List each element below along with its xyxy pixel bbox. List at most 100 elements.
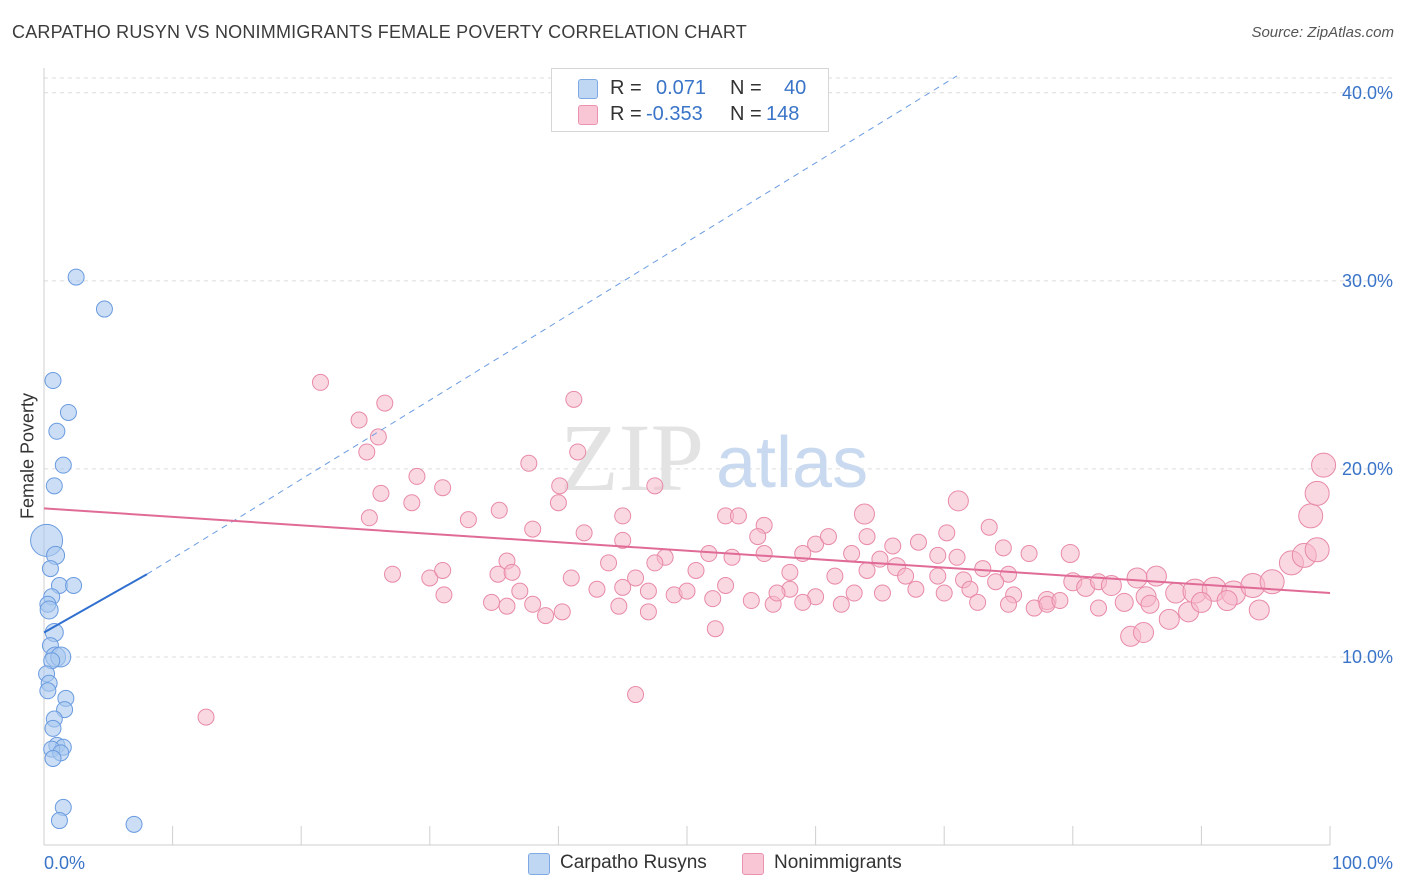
data-point-nonimmigrants [717, 576, 735, 594]
chart-title: CARPATHO RUSYN VS NONIMMIGRANTS FEMALE P… [12, 22, 747, 42]
data-point-nonimmigrants [565, 390, 583, 408]
data-point-nonimmigrants [723, 548, 741, 566]
axes [43, 68, 1331, 846]
data-point-nonimmigrants [569, 443, 587, 461]
data-point-nonimmigrants [197, 708, 215, 726]
data-point-nonimmigrants [489, 565, 507, 583]
data-point-nonimmigrants [832, 595, 850, 613]
data-point-nonimmigrants [614, 507, 632, 525]
data-point-nonimmigrants [935, 584, 953, 602]
y-tick-label: 20.0% [1342, 459, 1393, 479]
data-point-nonimmigrants [947, 490, 969, 512]
data-point-nonimmigrants [1126, 567, 1148, 589]
data-point-nonimmigrants [1051, 592, 1069, 610]
data-point-nonimmigrants [768, 584, 786, 602]
data-point-nonimmigrants [687, 561, 705, 579]
data-point-nonimmigrants [700, 545, 718, 563]
data-point-nonimmigrants [369, 428, 387, 446]
y-axis-label: Female Poverty [17, 392, 38, 520]
data-point-nonimmigrants [524, 595, 542, 613]
data-point-nonimmigrants [678, 582, 696, 600]
data-point-nonimmigrants [1304, 537, 1330, 563]
data-point-nonimmigrants [897, 567, 915, 585]
data-point-carpatho-rusyn [50, 812, 68, 830]
blue-swatch [528, 853, 550, 875]
data-point-carpatho-rusyn [59, 403, 77, 421]
legend-label: Nonimmigrants [774, 852, 902, 873]
data-point-nonimmigrants [1133, 622, 1155, 644]
data-point-nonimmigrants [490, 501, 508, 519]
data-point-nonimmigrants [755, 545, 773, 563]
data-point-nonimmigrants [729, 507, 747, 525]
blue-swatch [578, 79, 598, 99]
data-point-nonimmigrants [1216, 590, 1238, 612]
data-point-nonimmigrants [646, 477, 664, 495]
data-point-nonimmigrants [938, 524, 956, 542]
data-point-nonimmigrants [794, 593, 812, 611]
x-tick-label: 100.0% [1332, 853, 1393, 873]
watermark-atlas: atlas [716, 423, 868, 503]
watermark: ZIP atlas [560, 404, 868, 511]
grid-lines [44, 77, 1392, 658]
y-tick-label: 40.0% [1342, 83, 1393, 103]
pink-swatch [742, 853, 764, 875]
data-point-carpatho-rusyn [54, 456, 72, 474]
data-point-nonimmigrants [646, 554, 664, 572]
legend-label: Carpatho Rusyns [560, 852, 707, 873]
data-point-nonimmigrants [1140, 594, 1160, 614]
data-point-nonimmigrants [384, 565, 402, 583]
data-point-nonimmigrants [749, 528, 767, 546]
data-point-nonimmigrants [1158, 608, 1180, 630]
data-point-nonimmigrants [520, 454, 538, 472]
data-point-nonimmigrants [358, 443, 376, 461]
data-point-nonimmigrants [907, 580, 925, 598]
data-point-nonimmigrants [511, 582, 529, 600]
legend-r-label: R = [610, 77, 642, 99]
data-point-nonimmigrants [1145, 565, 1167, 587]
data-point-nonimmigrants [1100, 574, 1122, 596]
data-point-nonimmigrants [1304, 480, 1330, 506]
data-point-nonimmigrants [1311, 452, 1337, 478]
pink-swatch [578, 105, 598, 125]
data-point-nonimmigrants [372, 484, 390, 502]
correlation-legend: R = 0.071 N = 40 R = -0.353 N = 148 [551, 68, 829, 132]
data-point-nonimmigrants [807, 535, 825, 553]
data-point-nonimmigrants [884, 537, 902, 555]
data-point-nonimmigrants [503, 563, 521, 581]
data-point-nonimmigrants [600, 554, 618, 572]
blue-trend-extension [146, 75, 958, 575]
data-point-nonimmigrants [909, 533, 927, 551]
data-point-carpatho-rusyn [48, 422, 66, 440]
data-point-nonimmigrants [610, 597, 628, 615]
data-point-nonimmigrants [408, 467, 426, 485]
data-point-nonimmigrants [551, 477, 569, 495]
data-point-nonimmigrants [843, 545, 861, 563]
data-point-nonimmigrants [562, 569, 580, 587]
data-point-nonimmigrants [929, 546, 947, 564]
data-point-nonimmigrants [350, 411, 368, 429]
data-point-nonimmigrants [961, 580, 979, 598]
source-label: Source: ZipAtlas.com [1251, 24, 1394, 41]
legend-r-label: R = [610, 103, 642, 125]
data-point-nonimmigrants [434, 561, 452, 579]
legend-n-label: N = [730, 103, 762, 125]
data-point-nonimmigrants [639, 603, 657, 621]
carpatho-rusyn-points [30, 268, 143, 833]
data-point-nonimmigrants [974, 560, 992, 578]
data-point-nonimmigrants [421, 569, 439, 587]
data-point-nonimmigrants [994, 539, 1012, 557]
data-point-nonimmigrants [627, 569, 645, 587]
data-point-carpatho-rusyn [65, 576, 83, 594]
blue-trend-line [43, 573, 148, 634]
y-tick-label: 30.0% [1342, 271, 1393, 291]
data-point-nonimmigrants [575, 524, 593, 542]
pink-trend-line [43, 507, 1331, 595]
data-point-nonimmigrants [311, 373, 329, 391]
data-point-nonimmigrants [742, 592, 760, 610]
data-point-nonimmigrants [1060, 544, 1080, 564]
data-point-nonimmigrants [524, 520, 542, 538]
data-point-nonimmigrants [376, 394, 394, 412]
data-point-nonimmigrants [483, 593, 501, 611]
data-point-nonimmigrants [1259, 569, 1285, 595]
